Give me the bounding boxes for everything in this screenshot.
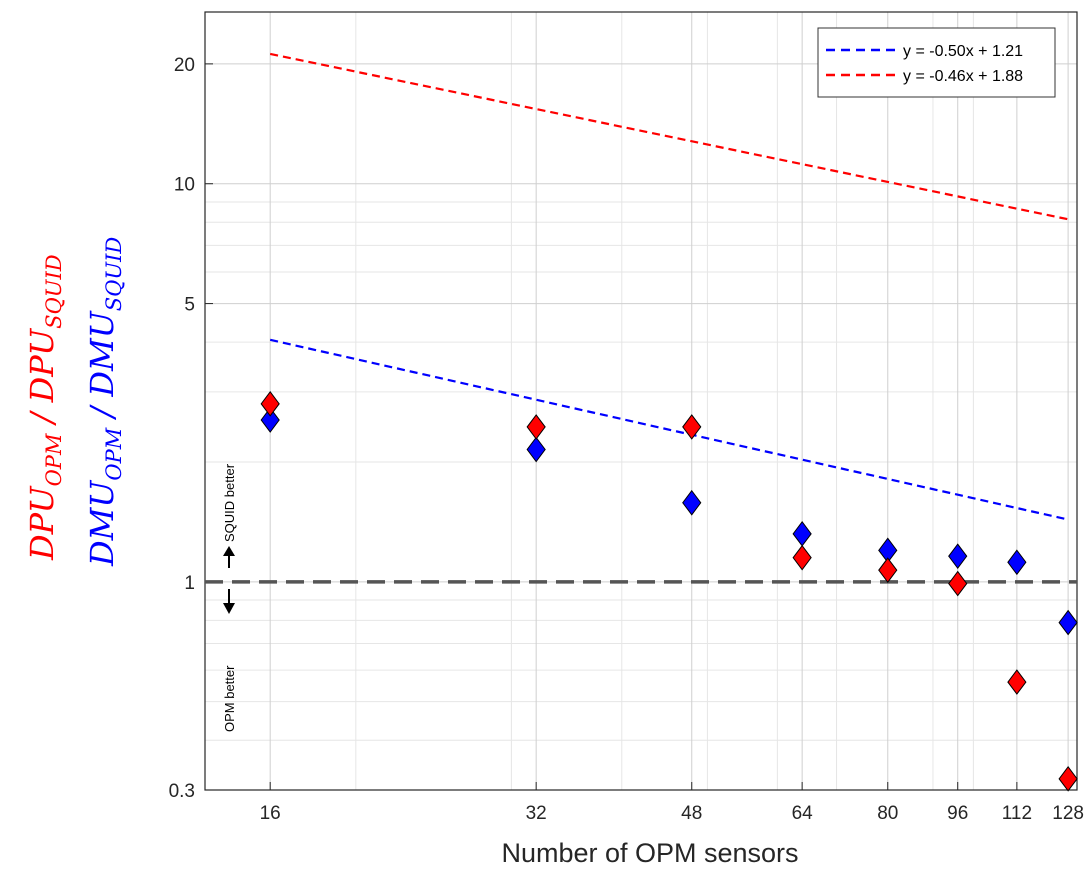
up-arrow-icon	[223, 546, 235, 568]
x-tick-label: 16	[260, 803, 281, 824]
x-tick-label: 96	[947, 803, 968, 824]
legend-label-red: y = -0.46x + 1.88	[903, 68, 1023, 85]
dmu-marker	[526, 436, 546, 463]
y-tick-label: 20	[174, 55, 195, 76]
dpu-marker	[878, 557, 898, 583]
dmu-marker	[1007, 549, 1027, 576]
dpu-marker	[1007, 669, 1027, 695]
x-tick-label: 64	[792, 803, 814, 824]
x-tick-label: 112	[1002, 803, 1032, 824]
y-tick-label: 0.3	[169, 781, 195, 802]
y-axis-label-red: DPUOPM / DPUSQUID	[23, 254, 66, 561]
x-tick-label: 48	[681, 803, 702, 824]
y-tick-label: 1	[184, 573, 195, 594]
axes: 16 32 48 64 80 96 112 128 0.3 1 5 10 20	[169, 11, 1084, 824]
down-arrow-icon	[223, 589, 235, 614]
dpu-marker	[792, 544, 812, 571]
x-tick-label: 32	[526, 803, 547, 824]
y-axis-label: DPUOPM / DPUSQUID DMUOPM / DMUSQUID	[23, 237, 126, 567]
y-tick-label: 10	[174, 175, 195, 196]
grid	[205, 12, 1077, 791]
opm-better-annotation: OPM better	[222, 665, 237, 732]
dmu-marker	[1058, 609, 1078, 636]
data-markers	[260, 390, 1078, 792]
x-tick-label: 128	[1052, 803, 1084, 824]
dpu-marker	[682, 414, 702, 440]
fit-line-red	[269, 52, 1069, 221]
dmu-marker	[948, 543, 968, 570]
annotation-group: SQUID better OPM better	[222, 463, 237, 732]
dpu-marker	[1058, 766, 1078, 792]
dmu-marker	[792, 521, 812, 547]
dpu-marker	[948, 570, 968, 597]
squid-better-annotation: SQUID better	[222, 463, 237, 542]
y-axis-label-blue: DMUOPM / DMUSQUID	[83, 237, 126, 567]
y-tick-label: 5	[184, 295, 195, 316]
plot-area-frame	[204, 11, 1078, 791]
dmu-marker	[682, 489, 702, 516]
dpu-marker	[260, 390, 280, 417]
dpu-marker	[526, 414, 546, 440]
fit-lines	[269, 52, 1069, 521]
dmu-marker	[260, 407, 280, 433]
x-axis-label: Number of OPM sensors	[501, 838, 798, 868]
x-tick-label: 80	[877, 803, 898, 824]
legend: y = -0.50x + 1.21 y = -0.46x + 1.88	[817, 27, 1056, 98]
fit-line-blue	[269, 338, 1069, 521]
legend-label-blue: y = -0.50x + 1.21	[903, 43, 1023, 60]
legend-box	[817, 27, 1056, 98]
